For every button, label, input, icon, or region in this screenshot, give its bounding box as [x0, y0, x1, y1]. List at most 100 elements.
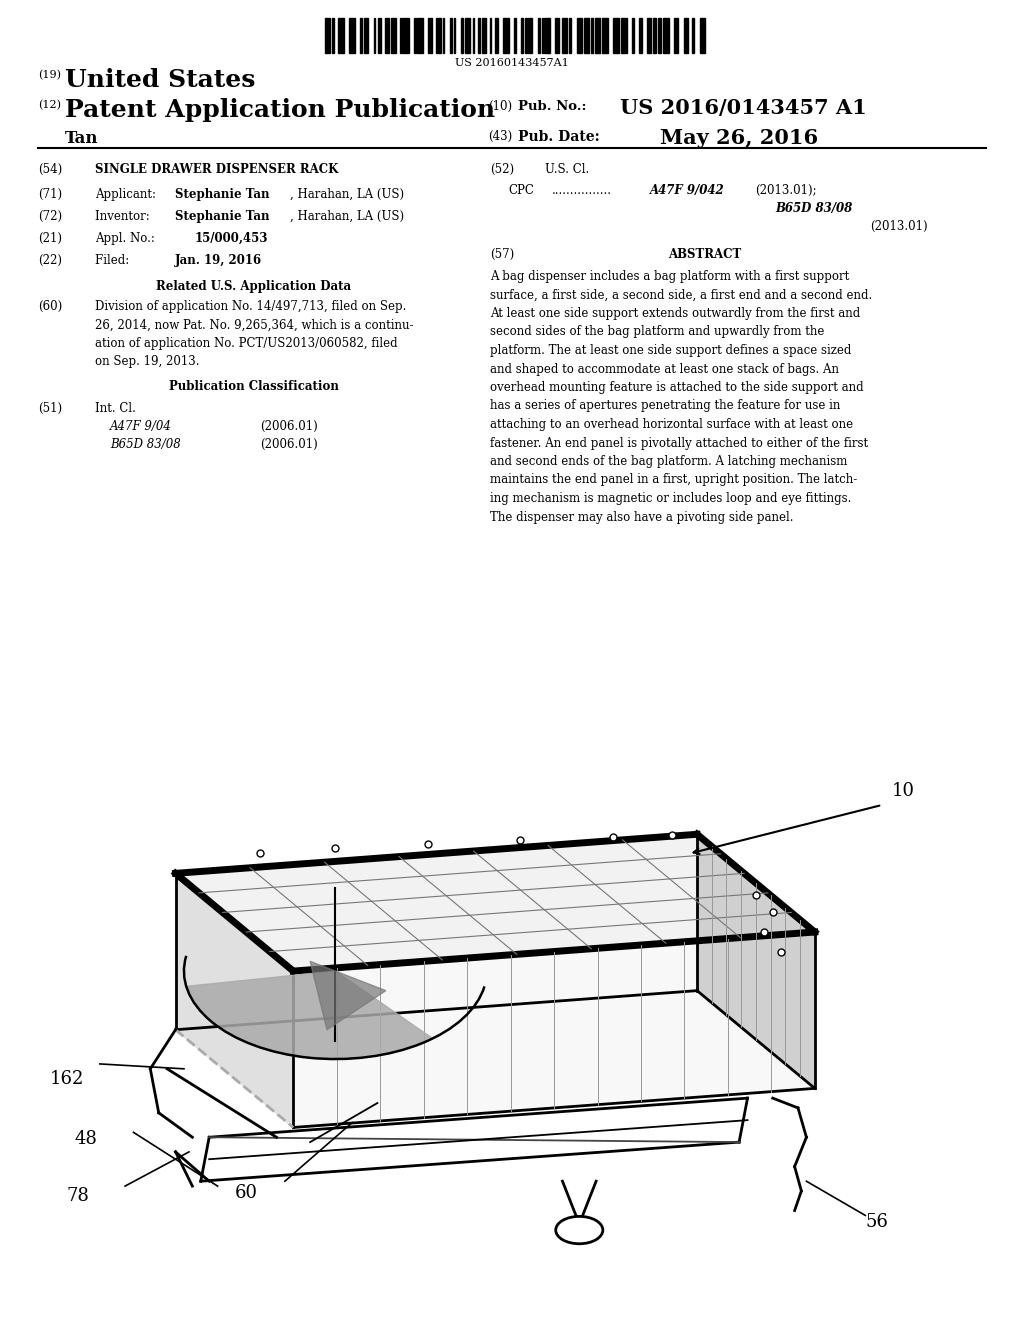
Bar: [325, 18, 331, 53]
Text: Int. Cl.: Int. Cl.: [95, 403, 136, 414]
Bar: [545, 18, 550, 53]
Bar: [436, 18, 441, 53]
Bar: [400, 18, 401, 53]
Text: and shaped to accommodate at least one stack of bags. An: and shaped to accommodate at least one s…: [490, 363, 839, 375]
Bar: [684, 18, 688, 53]
Polygon shape: [310, 961, 386, 1030]
Text: (2006.01): (2006.01): [260, 438, 317, 451]
Text: (52): (52): [490, 162, 514, 176]
Text: 15/000,453: 15/000,453: [195, 232, 268, 246]
Text: (2006.01): (2006.01): [260, 420, 317, 433]
Bar: [504, 18, 509, 53]
Bar: [374, 18, 375, 53]
Text: (72): (72): [38, 210, 62, 223]
Text: 78: 78: [67, 1187, 89, 1205]
Text: ................: ................: [552, 183, 612, 197]
Bar: [365, 18, 368, 53]
Text: 162: 162: [49, 1069, 84, 1088]
Text: has a series of apertures penetrating the feature for use in: has a series of apertures penetrating th…: [490, 400, 841, 412]
Text: B65D 83/08: B65D 83/08: [775, 202, 852, 215]
Bar: [482, 18, 486, 53]
Text: Pub. Date:: Pub. Date:: [518, 129, 600, 144]
Text: 56: 56: [865, 1213, 888, 1232]
Text: (21): (21): [38, 232, 62, 246]
Text: , Harahan, LA (US): , Harahan, LA (US): [290, 187, 404, 201]
Bar: [489, 18, 492, 53]
Bar: [595, 18, 600, 53]
Text: US 2016/0143457 A1: US 2016/0143457 A1: [620, 98, 866, 117]
Bar: [658, 18, 660, 53]
Bar: [691, 18, 694, 53]
Text: May 26, 2016: May 26, 2016: [660, 128, 818, 148]
Text: 60: 60: [234, 1184, 257, 1203]
Text: (12): (12): [38, 100, 61, 111]
Text: platform. The at least one side support defines a space sized: platform. The at least one side support …: [490, 345, 851, 356]
Bar: [699, 18, 705, 53]
Text: B65D 83/08: B65D 83/08: [110, 438, 181, 451]
Bar: [338, 18, 344, 53]
Text: overhead mounting feature is attached to the side support and: overhead mounting feature is attached to…: [490, 381, 863, 393]
Wedge shape: [186, 972, 433, 1059]
Text: 10: 10: [892, 781, 915, 800]
Text: CPC: CPC: [508, 183, 534, 197]
Bar: [528, 18, 532, 53]
Bar: [454, 18, 456, 53]
Bar: [647, 18, 651, 53]
Bar: [521, 18, 522, 53]
Bar: [653, 18, 656, 53]
Text: (54): (54): [38, 162, 62, 176]
Text: US 20160143457A1: US 20160143457A1: [455, 58, 569, 69]
Text: surface, a first side, a second side, a first end and a second end.: surface, a first side, a second side, a …: [490, 289, 872, 301]
Text: Applicant:: Applicant:: [95, 187, 164, 201]
Text: (60): (60): [38, 300, 62, 313]
Text: (43): (43): [488, 129, 512, 143]
Text: A bag dispenser includes a bag platform with a first support: A bag dispenser includes a bag platform …: [490, 271, 849, 282]
Text: and second ends of the bag platform. A latching mechanism: and second ends of the bag platform. A l…: [490, 455, 848, 469]
Bar: [555, 18, 559, 53]
Bar: [465, 18, 470, 53]
Bar: [496, 18, 498, 53]
Bar: [613, 18, 618, 53]
Polygon shape: [175, 834, 815, 972]
Bar: [525, 18, 526, 53]
Text: Publication Classification: Publication Classification: [169, 380, 339, 393]
Text: U.S. Cl.: U.S. Cl.: [545, 162, 589, 176]
Bar: [542, 18, 543, 53]
Bar: [349, 18, 354, 53]
Text: attaching to an overhead horizontal surface with at least one: attaching to an overhead horizontal surf…: [490, 418, 853, 432]
Text: Jan. 19, 2016: Jan. 19, 2016: [175, 253, 262, 267]
Bar: [414, 18, 416, 53]
Text: (19): (19): [38, 70, 61, 81]
Text: (22): (22): [38, 253, 62, 267]
Text: Stephanie Tan: Stephanie Tan: [175, 187, 269, 201]
Bar: [622, 18, 627, 53]
Bar: [562, 18, 567, 53]
Text: Division of application No. 14/497,713, filed on Sep.: Division of application No. 14/497,713, …: [95, 300, 407, 313]
Bar: [538, 18, 540, 53]
Text: ABSTRACT: ABSTRACT: [669, 248, 741, 261]
Bar: [450, 18, 453, 53]
Text: 26, 2014, now Pat. No. 9,265,364, which is a continu-: 26, 2014, now Pat. No. 9,265,364, which …: [95, 318, 414, 331]
Text: A47F 9/04: A47F 9/04: [110, 420, 172, 433]
Bar: [443, 18, 444, 53]
Text: (51): (51): [38, 403, 62, 414]
Bar: [602, 18, 608, 53]
Polygon shape: [697, 834, 815, 1089]
Bar: [591, 18, 593, 53]
Text: SINGLE DRAWER DISPENSER RACK: SINGLE DRAWER DISPENSER RACK: [95, 162, 338, 176]
Text: United States: United States: [65, 69, 255, 92]
Bar: [385, 18, 389, 53]
Bar: [403, 18, 409, 53]
Text: ing mechanism is magnetic or includes loop and eye fittings.: ing mechanism is magnetic or includes lo…: [490, 492, 851, 506]
Text: Patent Application Publication: Patent Application Publication: [65, 98, 496, 121]
Text: maintains the end panel in a first, upright position. The latch-: maintains the end panel in a first, upri…: [490, 474, 857, 487]
Bar: [332, 18, 335, 53]
Text: Related U.S. Application Data: Related U.S. Application Data: [157, 280, 351, 293]
Text: Inventor:: Inventor:: [95, 210, 161, 223]
Bar: [577, 18, 582, 53]
Bar: [473, 18, 474, 53]
Text: At least one side support extends outwardly from the first and: At least one side support extends outwar…: [490, 308, 860, 319]
Text: fastener. An end panel is pivotally attached to either of the first: fastener. An end panel is pivotally atta…: [490, 437, 868, 450]
Text: (71): (71): [38, 187, 62, 201]
Bar: [514, 18, 516, 53]
